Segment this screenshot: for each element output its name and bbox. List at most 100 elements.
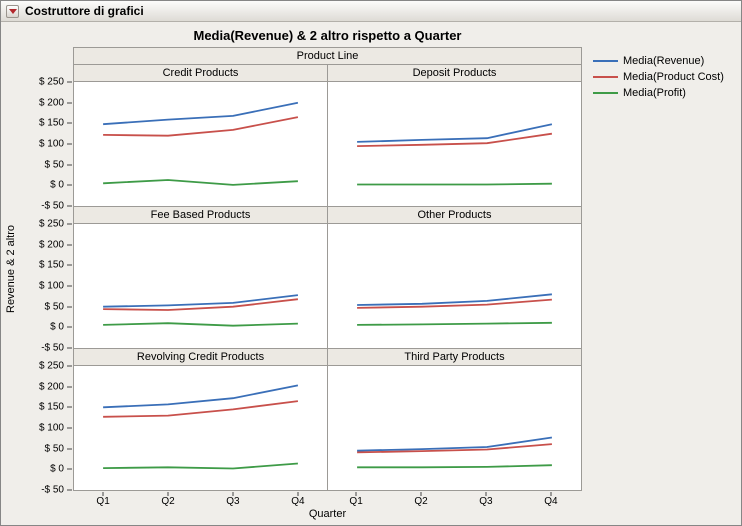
y-tick-mark bbox=[67, 326, 72, 328]
y-tick-mark bbox=[67, 468, 72, 470]
line-chart-panel[interactable] bbox=[74, 82, 327, 206]
x-tick-label: Q2 bbox=[161, 496, 175, 507]
panel-header[interactable]: Other Products bbox=[328, 207, 581, 223]
y-axis-ticks: $ 250 $ 200 $ 150 $ 100 $ 50 $ 0 -$ 50 bbox=[21, 77, 72, 212]
y-axis-area[interactable]: Revenue & 2 altro $ 250 $ 200 $ 150 $ 100 $ … bbox=[1, 47, 73, 496]
panel-header[interactable]: Deposit Products bbox=[328, 65, 581, 81]
x-tick-label: Q1 bbox=[349, 496, 363, 507]
y-tick-mark bbox=[67, 285, 72, 287]
legend-entry[interactable]: Media(Revenue) bbox=[593, 55, 724, 67]
series-line[interactable] bbox=[357, 438, 552, 451]
legend-entry[interactable]: Media(Profit) bbox=[593, 87, 724, 99]
legend-label: Media(Revenue) bbox=[623, 55, 705, 67]
series-line[interactable] bbox=[357, 134, 552, 146]
y-tick-mark bbox=[67, 223, 72, 225]
y-tick-mark bbox=[67, 81, 72, 83]
y-tick-label: $ 100 bbox=[38, 422, 64, 434]
panel-plot-area bbox=[74, 224, 327, 348]
panel-header[interactable]: Credit Products bbox=[74, 65, 327, 81]
x-tick-mark bbox=[232, 492, 234, 496]
x-tick-mark bbox=[550, 492, 552, 496]
series-line[interactable] bbox=[103, 323, 298, 326]
x-axis-ticks: Q1 Q2 Q3 Q4 bbox=[74, 492, 327, 507]
series-line[interactable] bbox=[357, 294, 552, 305]
panel-header[interactable]: Revolving Credit Products bbox=[74, 349, 327, 365]
series-line[interactable] bbox=[103, 295, 298, 307]
y-tick-mark bbox=[67, 102, 72, 104]
red-triangle-hotspot-button[interactable] bbox=[6, 4, 19, 18]
legend-entry[interactable]: Media(Product Cost) bbox=[593, 71, 724, 83]
y-tick-label: $ 250 bbox=[38, 76, 64, 88]
series-line[interactable] bbox=[103, 180, 298, 185]
x-axis-label[interactable]: Quarter bbox=[308, 508, 347, 520]
y-tick-mark bbox=[67, 347, 72, 349]
graph-report-area: Media(Revenue) & 2 altro rispetto a Quar… bbox=[1, 22, 741, 525]
panel-header[interactable]: Fee Based Products bbox=[74, 207, 327, 223]
y-tick-mark bbox=[67, 164, 72, 166]
series-line[interactable] bbox=[357, 184, 552, 185]
legend-line-swatch bbox=[593, 60, 618, 62]
series-line[interactable] bbox=[357, 323, 552, 325]
y-tick-label: $ 50 bbox=[44, 159, 64, 171]
y-tick-label: $ 50 bbox=[44, 443, 64, 455]
line-chart-panel[interactable] bbox=[328, 224, 581, 348]
x-tick-mark bbox=[355, 492, 357, 496]
y-tick-label: $ 50 bbox=[44, 301, 64, 313]
line-chart-panel[interactable] bbox=[328, 82, 581, 206]
line-chart-panel[interactable] bbox=[74, 224, 327, 348]
y-tick-label: $ 200 bbox=[38, 239, 64, 251]
y-tick-mark bbox=[67, 184, 72, 186]
red-triangle-icon bbox=[8, 8, 17, 14]
series-line[interactable] bbox=[103, 464, 298, 469]
series-line[interactable] bbox=[357, 444, 552, 452]
y-tick-mark bbox=[67, 264, 72, 266]
panel-header[interactable]: Third Party Products bbox=[328, 349, 581, 365]
x-tick-label: Q2 bbox=[414, 496, 428, 507]
y-tick-mark bbox=[67, 143, 72, 145]
chart-title[interactable]: Media(Revenue) & 2 altro rispetto a Quar… bbox=[193, 28, 462, 43]
line-chart-panel[interactable] bbox=[328, 366, 581, 490]
series-line[interactable] bbox=[103, 299, 298, 310]
y-tick-mark bbox=[67, 489, 72, 491]
panel-plot-area bbox=[328, 366, 581, 490]
x-tick-mark bbox=[485, 492, 487, 496]
x-axis-area[interactable]: Q1 Q2 Q3 Q4 Q1 Q2 Q3 Q4 bbox=[74, 492, 580, 507]
panel-plot-area bbox=[74, 366, 327, 490]
x-tick-label: Q4 bbox=[291, 496, 305, 507]
y-tick-mark bbox=[67, 244, 72, 246]
y-tick-mark bbox=[67, 365, 72, 367]
series-line[interactable] bbox=[103, 385, 298, 407]
series-line[interactable] bbox=[103, 103, 298, 125]
y-tick-label: $ 100 bbox=[38, 138, 64, 150]
y-axis-ticks: $ 250 $ 200 $ 150 $ 100 $ 50 $ 0 -$ 50 bbox=[21, 219, 72, 354]
line-chart-panel[interactable] bbox=[74, 366, 327, 490]
x-tick-mark bbox=[420, 492, 422, 496]
y-tick-label: $ 250 bbox=[38, 360, 64, 372]
y-tick-label: $ 150 bbox=[38, 259, 64, 271]
y-tick-mark bbox=[67, 205, 72, 207]
panel-plot-area bbox=[328, 224, 581, 348]
x-tick-label: Q3 bbox=[479, 496, 493, 507]
column-group-header[interactable]: Product Line bbox=[74, 48, 581, 64]
series-line[interactable] bbox=[103, 401, 298, 417]
series-line[interactable] bbox=[357, 300, 552, 308]
y-axis-label[interactable]: Revenue & 2 altro bbox=[5, 224, 17, 314]
y-tick-label: -$ 50 bbox=[41, 200, 64, 212]
report-title: Costruttore di grafici bbox=[25, 4, 144, 18]
x-tick-label: Q4 bbox=[544, 496, 558, 507]
y-tick-label: $ 0 bbox=[50, 321, 64, 333]
series-line[interactable] bbox=[103, 117, 298, 136]
y-tick-label: $ 200 bbox=[38, 97, 64, 109]
y-tick-mark bbox=[67, 406, 72, 408]
y-tick-mark bbox=[67, 448, 72, 450]
y-tick-label: $ 200 bbox=[38, 381, 64, 393]
trellis-panel-grid: Product Line Credit Products Deposit Pro… bbox=[73, 47, 582, 491]
panel-plot-area bbox=[328, 82, 581, 206]
y-tick-mark bbox=[67, 122, 72, 124]
x-axis-ticks: Q1 Q2 Q3 Q4 bbox=[327, 492, 580, 507]
y-tick-mark bbox=[67, 386, 72, 388]
series-line[interactable] bbox=[357, 465, 552, 467]
report-outline-bar: Costruttore di grafici bbox=[1, 1, 741, 22]
series-line[interactable] bbox=[357, 124, 552, 142]
